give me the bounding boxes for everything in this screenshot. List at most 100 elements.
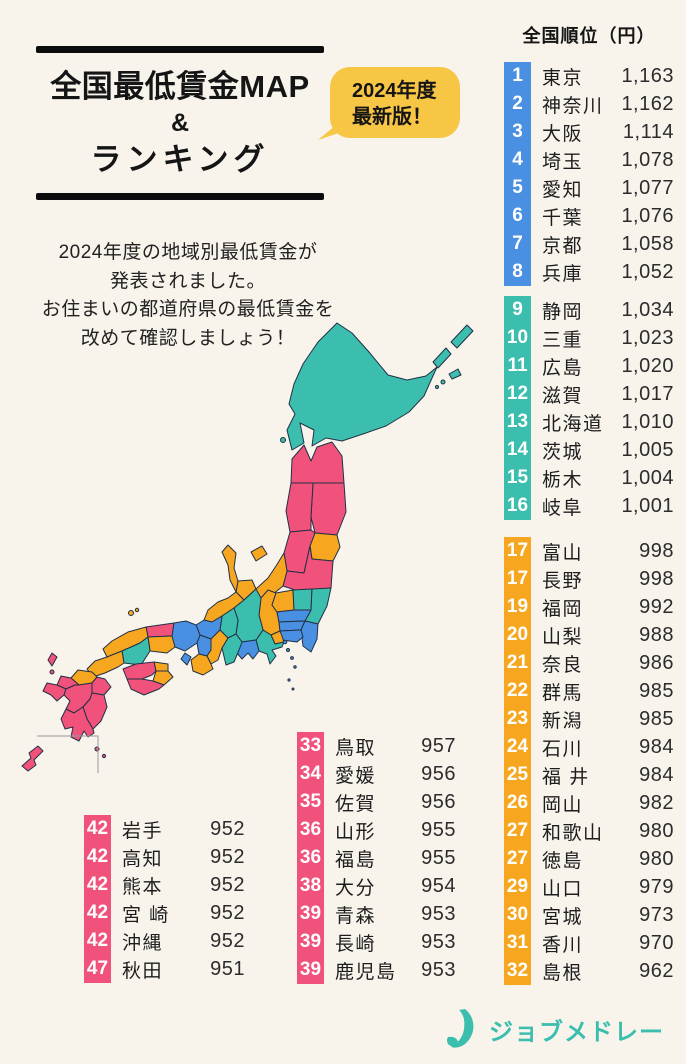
island-awaji	[180, 652, 192, 666]
prefecture-name: 青森	[335, 905, 377, 927]
wage-value: 973	[639, 903, 674, 926]
prefecture-name: 岡山	[542, 794, 584, 816]
rank-badge: 33	[297, 732, 324, 760]
prefecture-name: 兵庫	[542, 263, 584, 285]
wage-value: 1,162	[621, 92, 674, 115]
wage-value: 986	[639, 651, 674, 674]
wage-value: 956	[421, 790, 456, 813]
pref-aomori	[290, 441, 345, 484]
island-tsushima	[47, 652, 58, 667]
prefecture-name: 石川	[542, 738, 584, 760]
rank-badge: 21	[504, 649, 531, 677]
pref-saitama	[276, 609, 312, 623]
wage-value: 1,020	[621, 354, 674, 377]
prefecture-name: 鹿児島	[335, 961, 397, 983]
rank-badge: 42	[84, 927, 111, 955]
ranking-row: 36 福島 955	[297, 844, 456, 872]
ranking-group-17-32: 17 富山 998 17 長野 998 19 福岡 992 20 山梨 988 21 奈良 986 22 群馬 9…	[504, 537, 674, 985]
ranking-row: 2 神奈川 1,162	[504, 90, 674, 118]
jobmedley-logo-text: ジョブメドレー	[489, 1018, 664, 1046]
ranking-row: 17 長野 998	[504, 565, 674, 593]
rank-badge: 2	[504, 90, 531, 118]
ranking-row: 22 群馬 985	[504, 677, 674, 705]
ranking-row: 33 鳥取 957	[297, 732, 456, 760]
wage-value: 1,077	[621, 176, 674, 199]
ranking-row: 10 三重 1,023	[504, 324, 674, 352]
wage-value: 1,052	[621, 260, 674, 283]
wage-value: 955	[421, 846, 456, 869]
wage-value: 952	[210, 929, 245, 952]
ranking-row: 36 山形 955	[297, 816, 456, 844]
prefecture-name: 島根	[542, 962, 584, 984]
rank-badge: 17	[504, 565, 531, 593]
ranking-row: 27 徳島 980	[504, 845, 674, 873]
rank-badge: 42	[84, 843, 111, 871]
prefecture-name: 山口	[542, 878, 584, 900]
jobmedley-logo-icon	[447, 1009, 474, 1048]
wage-value: 951	[210, 957, 245, 980]
prefecture-name: 三重	[542, 329, 584, 351]
rank-badge: 6	[504, 202, 531, 230]
prefecture-name: 佐賀	[335, 793, 377, 815]
rank-badge: 5	[504, 174, 531, 202]
wage-value: 992	[639, 595, 674, 618]
prefecture-name: 長野	[542, 570, 584, 592]
prefecture-name: 高知	[122, 848, 164, 870]
ranking-row: 35 佐賀 956	[297, 788, 456, 816]
ranking-row: 15 栃木 1,004	[504, 464, 674, 492]
ranking-row: 34 愛媛 956	[297, 760, 456, 788]
ranking-row: 9 静岡 1,034	[504, 296, 674, 324]
prefecture-name: 香川	[542, 934, 584, 956]
ranking-row: 42 岩手 952	[84, 815, 245, 843]
wage-value: 998	[639, 539, 674, 562]
rank-badge: 30	[504, 901, 531, 929]
prefecture-name: 京都	[542, 235, 584, 257]
pref-tottori	[145, 622, 175, 638]
prefecture-name: 滋賀	[542, 385, 584, 407]
prefecture-name: 茨城	[542, 441, 584, 463]
prefecture-name: 和歌山	[542, 822, 604, 844]
ranking-row: 12 滋賀 1,017	[504, 380, 674, 408]
ranking-row: 21 奈良 986	[504, 649, 674, 677]
rank-badge: 29	[504, 873, 531, 901]
wage-value: 1,023	[621, 326, 674, 349]
rank-badge: 10	[504, 324, 531, 352]
ranking-row: 30 宮城 973	[504, 901, 674, 929]
pref-kagoshima	[60, 706, 95, 742]
wage-value: 952	[210, 845, 245, 868]
ranking-group-1-8: 1 東京 1,163 2 神奈川 1,162 3 大阪 1,114 4 埼玉 1,078 5 愛知 1,07…	[504, 62, 674, 286]
pref-ehime	[122, 661, 157, 680]
prefecture-name: 大阪	[542, 123, 584, 145]
rank-badge: 1	[504, 62, 531, 90]
ranking-row: 39 長崎 953	[297, 928, 456, 956]
wage-value: 954	[421, 874, 456, 897]
page-title-line3: ランキング	[90, 142, 270, 177]
ranking-row: 14 茨城 1,005	[504, 436, 674, 464]
wage-value: 985	[639, 707, 674, 730]
prefecture-name: 徳島	[542, 850, 584, 872]
rank-badge: 42	[84, 815, 111, 843]
ranking-header: 全国順位（円）	[522, 26, 656, 46]
ranking-row: 3 大阪 1,114	[504, 118, 674, 146]
prefecture-name: 神奈川	[542, 95, 604, 117]
wage-value: 980	[639, 847, 674, 870]
island-etorofu	[450, 324, 474, 349]
rank-badge: 4	[504, 146, 531, 174]
ranking-row: 42 熊本 952	[84, 871, 245, 899]
wage-value: 1,076	[621, 204, 674, 227]
bubble-line1: 2024年度	[352, 80, 437, 102]
wage-value: 1,034	[621, 298, 674, 321]
pref-okayama	[147, 635, 176, 654]
pref-kochi	[126, 678, 165, 696]
rank-badge: 20	[504, 621, 531, 649]
wage-value: 1,114	[622, 120, 674, 143]
ranking-row: 26 岡山 982	[504, 789, 674, 817]
wage-value: 979	[639, 875, 674, 898]
rank-badge: 22	[504, 677, 531, 705]
rank-badge: 36	[297, 844, 324, 872]
page-title-line1: 全国最低賃金MAP	[50, 69, 310, 104]
wage-value: 955	[421, 818, 456, 841]
island-iki	[49, 669, 55, 675]
ranking-row: 27 和歌山 980	[504, 817, 674, 845]
rank-badge: 9	[504, 296, 531, 324]
